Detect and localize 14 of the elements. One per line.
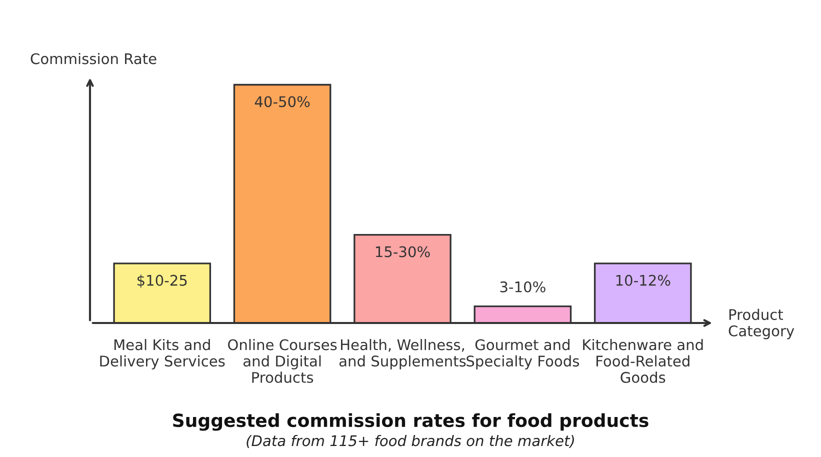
x-tick-label: Online Courses and Digital Products	[228, 338, 337, 383]
annotation: 3-10%	[500, 281, 546, 292]
x-tick-label: Health, Wellness, and Supplements	[339, 338, 466, 370]
x-tick-label: Kitchenware and Food-Related Goods	[583, 338, 703, 383]
annotation: 40-50%	[254, 96, 310, 108]
x-tick-label: Meal Kits and Delivery Services	[100, 338, 225, 370]
y-axis-title: Commission Rate	[30, 52, 156, 64]
annotation: 10-12%	[616, 274, 670, 286]
x-tick-label: Gourmet and Specialty Foods	[466, 338, 580, 370]
annotation: $10-25	[138, 274, 187, 288]
x-axis-title: Product Category	[728, 308, 794, 340]
annotation: 15-30%	[376, 246, 430, 258]
text: (Data from 115+ food brands on the market)	[246, 434, 574, 448]
text: Suggested commission rates for food products	[173, 413, 648, 431]
